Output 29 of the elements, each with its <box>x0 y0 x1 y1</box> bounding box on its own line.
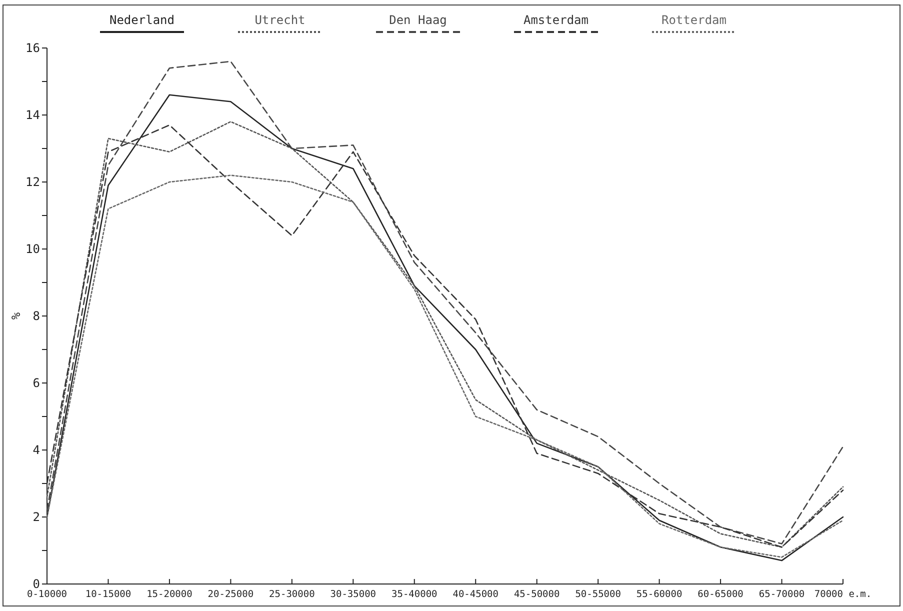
y-tick-label: 6 <box>32 376 40 390</box>
x-tick-label: 15-20000 <box>146 589 193 600</box>
x-tick-label: 30-35000 <box>330 589 376 600</box>
x-tick-label: 25-30000 <box>269 589 316 600</box>
y-tick-label: 2 <box>32 510 40 524</box>
x-tick-label: 60-65000 <box>698 589 744 600</box>
y-tick-label: 8 <box>32 309 40 324</box>
y-axis-title: % <box>9 312 23 320</box>
x-tick-label: 70000 e.m. <box>814 589 872 600</box>
x-tick-label: 10-15000 <box>85 589 132 600</box>
x-tick-label: 20-25000 <box>208 589 254 600</box>
text: Rotterdam <box>661 13 727 27</box>
text: Den Haag <box>389 13 447 27</box>
x-tick-label: 40-45000 <box>452 589 499 600</box>
x-tick-label: 55-60000 <box>636 589 682 600</box>
y-tick-label: 12 <box>26 175 40 190</box>
x-tick-label: 45-50000 <box>514 589 560 600</box>
text: Nederland <box>109 13 175 27</box>
text: Utrecht <box>254 13 306 27</box>
y-tick-label: 4 <box>32 443 40 458</box>
x-tick-label: 50-55000 <box>575 589 622 600</box>
text: Amsterdam <box>523 13 589 27</box>
x-tick-label: 35-40000 <box>392 589 438 600</box>
y-tick-label: 0 <box>32 577 40 592</box>
y-tick-label: 16 <box>26 41 40 56</box>
x-tick-label: 65-70000 <box>758 589 805 600</box>
x-tick-label: 0-10000 <box>26 589 68 600</box>
y-tick-label: 14 <box>26 108 40 122</box>
y-tick-label: 10 <box>26 242 40 256</box>
